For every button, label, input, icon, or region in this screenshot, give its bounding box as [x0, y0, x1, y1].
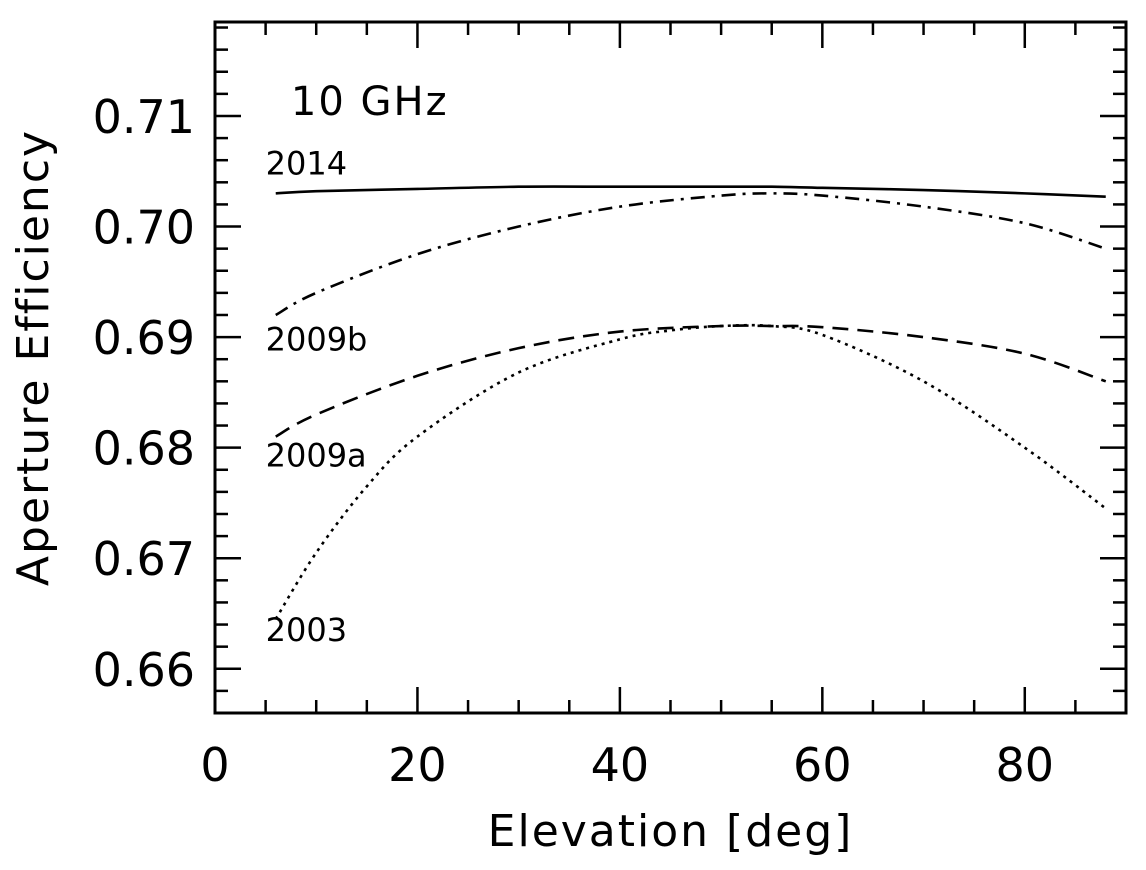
- series-line-2014: [275, 185, 1106, 198]
- series-line-2009a: [275, 324, 1107, 438]
- series-lines: [274, 185, 1107, 620]
- y-tick-label: 0.69: [93, 311, 195, 365]
- series-label-2009b: 2009b: [266, 320, 368, 358]
- y-tick-label: 0.68: [93, 422, 195, 476]
- x-tick-label: 20: [388, 738, 447, 792]
- plot-frame: [213, 20, 1128, 715]
- axis-ticks: [215, 22, 1126, 715]
- y-tick-label: 0.66: [93, 643, 195, 697]
- series-label-2009a: 2009a: [266, 436, 367, 474]
- x-tick-label: 80: [996, 738, 1055, 792]
- x-tick-label: 60: [793, 738, 852, 792]
- series-labels: 2014 2009b 2009a 2003: [266, 145, 368, 650]
- series-label-2014: 2014: [266, 145, 347, 183]
- series-line-2003: [274, 323, 1107, 620]
- y-axis-title: Aperture Efficiency: [8, 129, 59, 586]
- tick-labels: 0 20 40 60 80 0.66 0.67 0.68 0.69 0.70 0.71: [93, 90, 1054, 792]
- series-line-2009b: [275, 192, 1107, 317]
- y-tick-label: 0.67: [93, 532, 195, 586]
- y-tick-label: 0.70: [93, 201, 195, 255]
- series-label-2003: 2003: [266, 611, 347, 649]
- x-tick-label: 0: [200, 738, 229, 792]
- x-axis-title: Elevation [deg]: [488, 806, 854, 857]
- y-tick-label: 0.71: [93, 90, 195, 144]
- frequency-annotation: 10 GHz: [291, 79, 449, 125]
- x-tick-label: 40: [591, 738, 650, 792]
